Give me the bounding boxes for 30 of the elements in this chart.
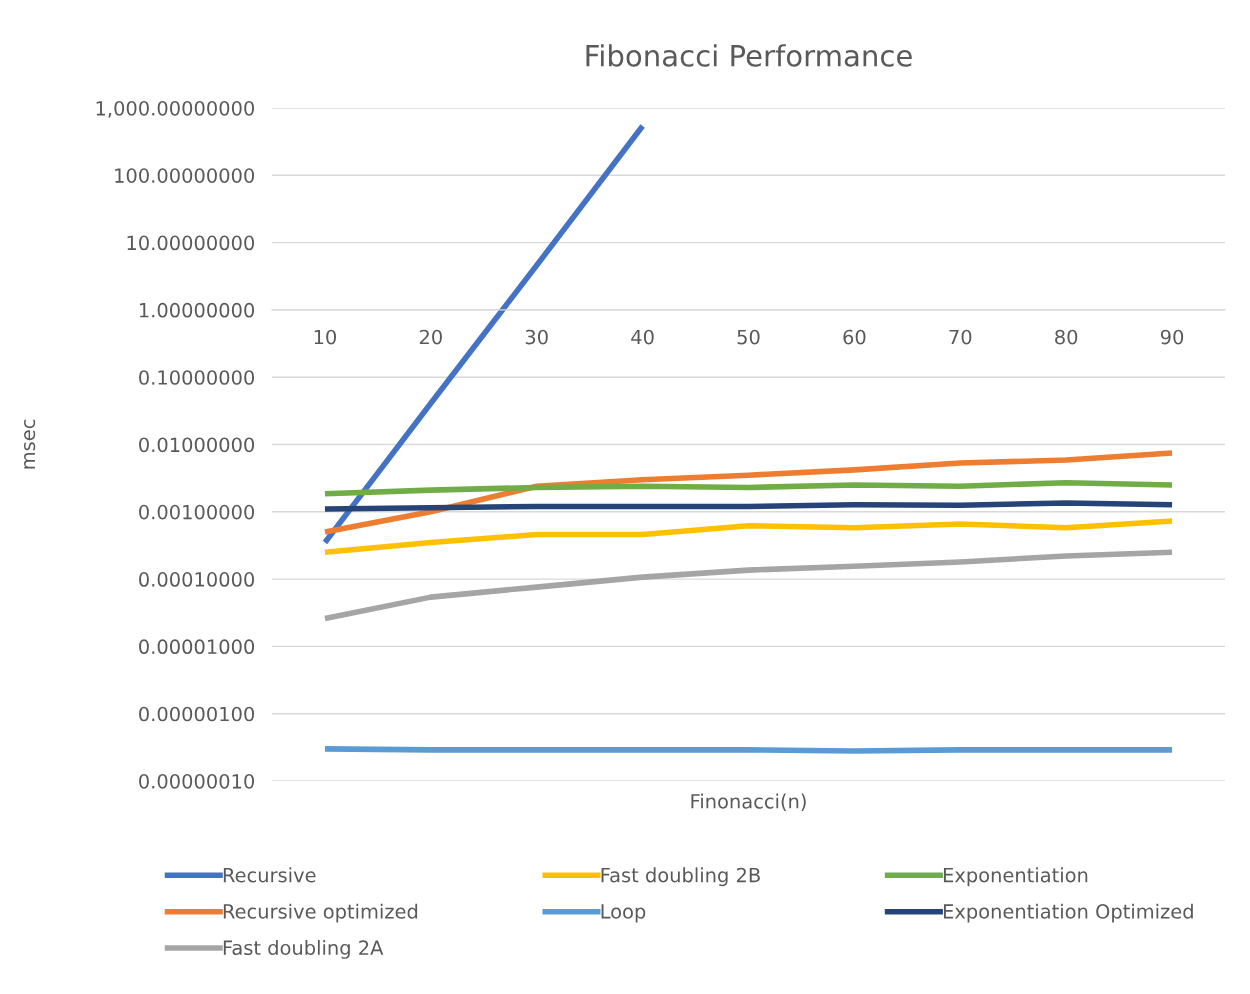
x-tick-label: 30: [525, 329, 548, 345]
y-tick-label: 1.00000000: [139, 302, 255, 318]
y-axis-title: msec: [24, 419, 36, 469]
legend-label: Exponentiation Optimized: [943, 903, 1193, 923]
y-tick-label: 100.00000000: [115, 168, 255, 183]
legend-label: Fast doubling 2B: [601, 867, 760, 887]
x-tick-label: 50: [737, 329, 760, 345]
y-tick-label: 0.00000010: [139, 773, 255, 789]
x-tick-label: 70: [949, 329, 972, 345]
x-tick-label: 40: [631, 329, 654, 345]
legend-label: Recursive optimized: [223, 903, 418, 923]
x-tick-label: 20: [419, 329, 442, 345]
y-tick-label: 10.00000000: [127, 235, 255, 251]
x-tick-label: 90: [1160, 329, 1184, 345]
y-tick-label: 0.00100000: [139, 504, 255, 520]
y-tick-label: 1,000.00000000: [96, 100, 255, 118]
y-tick-label: 0.10000000: [139, 370, 255, 385]
x-tick-label: 80: [1055, 329, 1078, 345]
legend-label: Loop: [601, 904, 646, 923]
x-tick-label: 60: [843, 329, 866, 345]
chart-title: Fibonacci Performance: [586, 44, 912, 67]
y-tick-label: 0.00001000: [139, 639, 255, 655]
legend-label: Recursive: [223, 867, 316, 883]
x-axis-title: Finonacci(n): [691, 793, 806, 811]
y-tick-label: 0.01000000: [139, 437, 255, 453]
x-tick-label: 10: [314, 329, 337, 345]
legend-label: Fast doubling 2A: [223, 940, 384, 959]
y-tick-label: 0.00010000: [139, 572, 255, 587]
y-tick-label: 0.00000100: [139, 706, 255, 722]
legend-label: Exponentiation: [943, 867, 1088, 887]
